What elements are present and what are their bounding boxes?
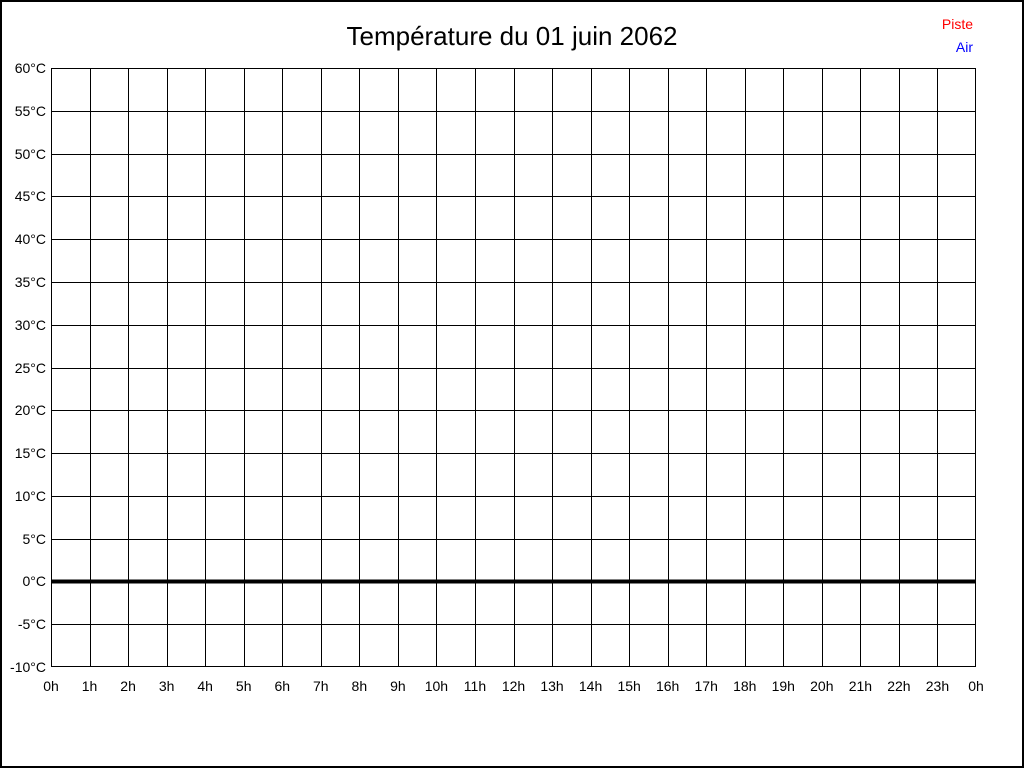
x-tick-label: 19h [771,678,795,694]
x-tick-label: 5h [235,678,252,694]
x-tick-label: 9h [390,678,406,694]
x-tick-label: 14h [578,678,603,694]
x-tick-label: 1h [81,678,98,694]
y-tick-label: -10°C [10,659,46,675]
y-tick-label: 40°C [14,231,46,248]
y-tick-label: 15°C [14,445,46,462]
x-tick-label: 12h [501,678,526,694]
y-tick-label: 10°C [14,487,46,504]
y-tick-label: 55°C [14,102,46,119]
x-tick-label: 15h [617,678,641,694]
y-tick-label: 45°C [14,188,46,205]
x-tick-label: 6h [274,678,291,694]
x-tick-label: 0h [968,678,984,694]
x-tick-label: 0h [43,678,59,694]
x-tick-label: 7h [312,678,329,694]
chart-title: Température du 01 juin 2062 [346,21,678,51]
legend-item-piste: Piste [941,16,973,32]
y-tick-label: 35°C [14,273,46,290]
x-tick-label: 16h [655,678,680,694]
x-tick-label: 23h [925,678,950,694]
x-tick-label: 2h [120,678,136,694]
x-tick-label: 18h [733,678,757,694]
y-tick-label: 20°C [14,402,46,419]
x-tick-label: 4h [197,678,213,694]
x-tick-label: 13h [540,678,564,694]
chart-legend: Piste Air [942,13,973,59]
x-tick-label: 11h [463,678,487,694]
y-tick-label: 60°C [14,60,46,76]
x-tick-label: 20h [810,678,834,694]
x-tick-label: 17h [694,678,718,694]
y-tick-label: 25°C [14,359,46,376]
y-tick-label: 30°C [14,316,46,333]
y-tick-label: -5°C [17,616,46,633]
y-tick-label: 0°C [22,573,47,590]
x-tick-label: 22h [887,678,911,694]
legend-item-air: Air [955,39,973,55]
y-tick-label: 5°C [22,530,47,547]
x-tick-label: 8h [351,678,368,694]
x-tick-label: 21h [848,678,873,694]
grid-canvas [51,68,976,667]
x-tick-label: 3h [158,678,175,694]
y-tick-label: 50°C [14,145,46,162]
x-tick-label: 10h [424,678,449,694]
plot-area [51,68,976,667]
